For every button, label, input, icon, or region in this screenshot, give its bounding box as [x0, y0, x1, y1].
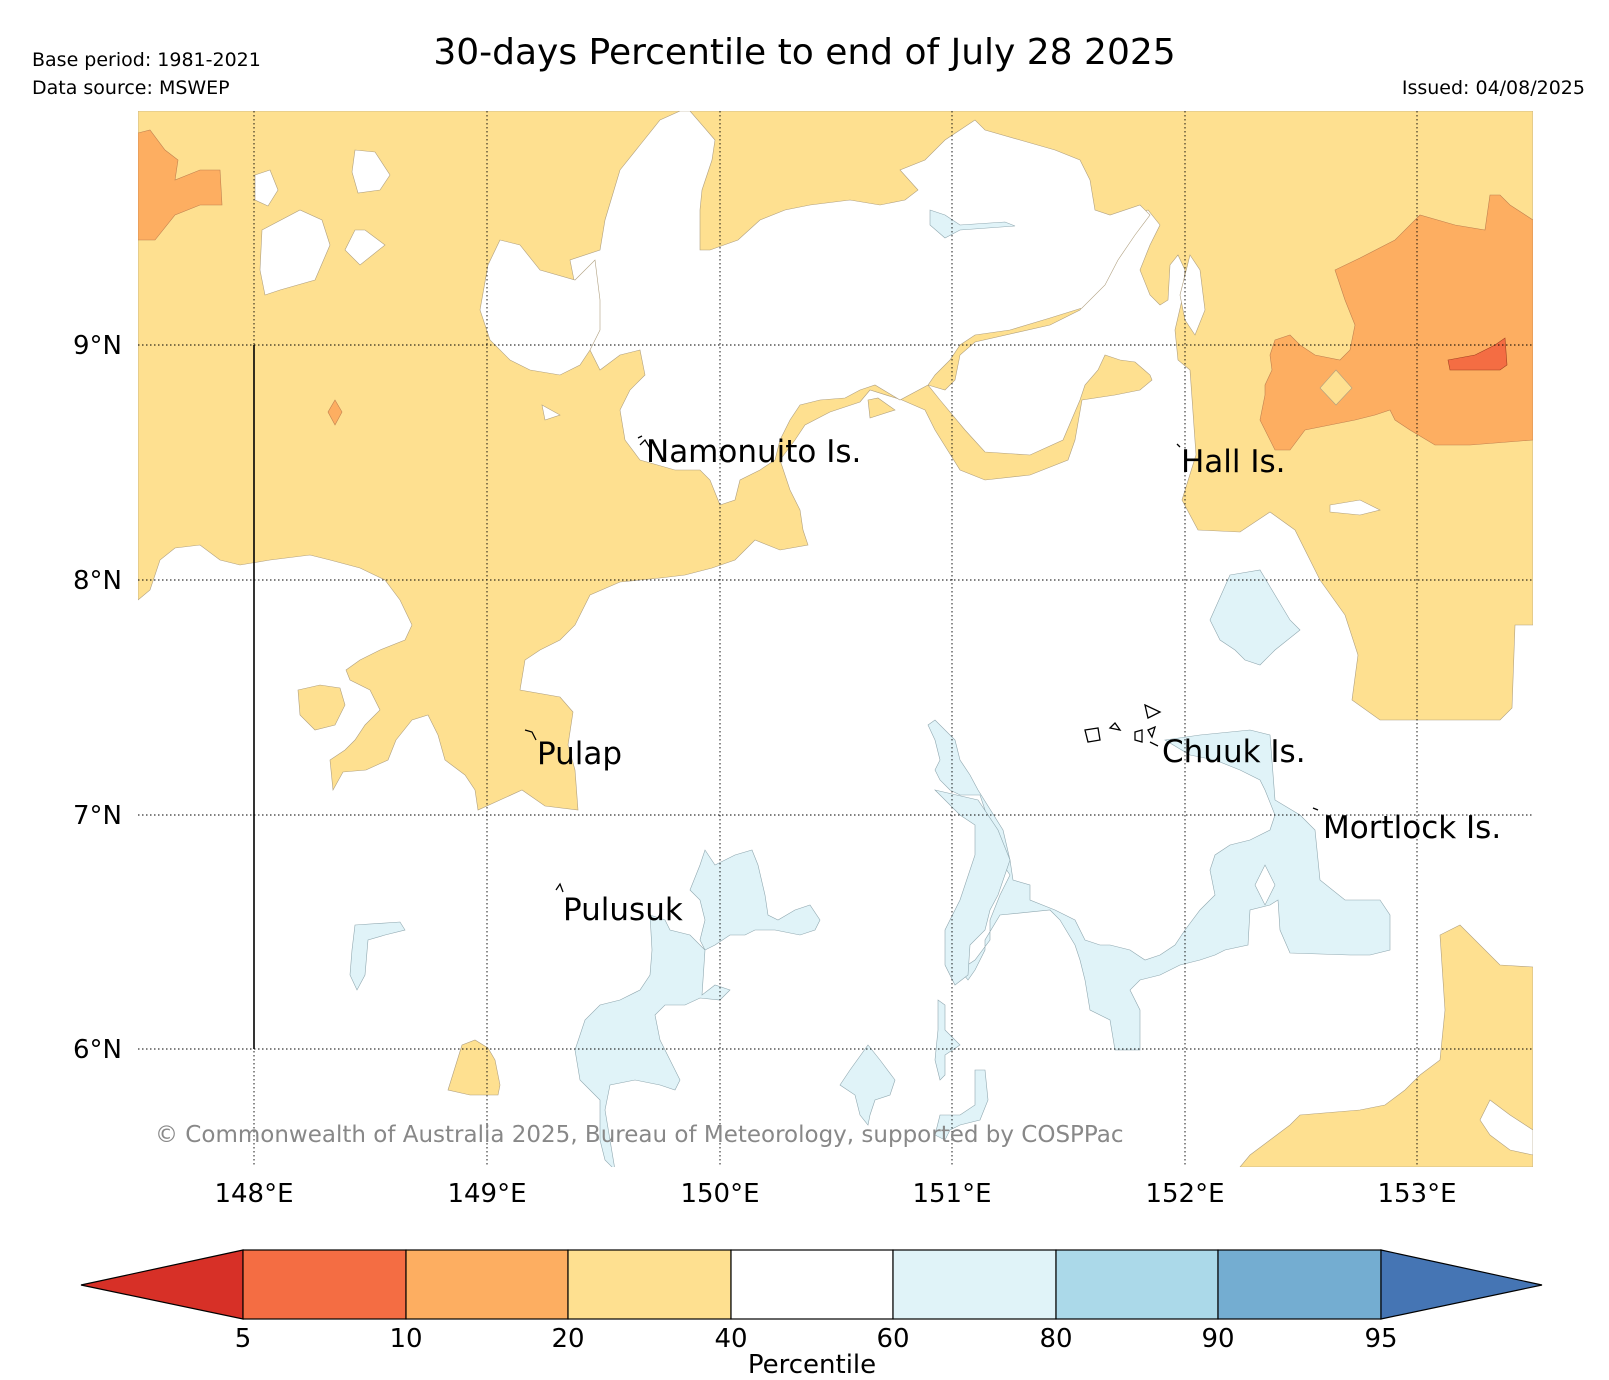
- map-gridlines: [138, 111, 1533, 1167]
- lon-label-152e: 152°E: [1145, 1179, 1224, 1209]
- lat-label-8n: 8°N: [73, 566, 122, 596]
- colorbar-tick-60: 60: [876, 1324, 909, 1354]
- hole-small-4: [254, 169, 279, 207]
- lon-label-148e: 148°E: [214, 1179, 293, 1209]
- colorbar-tick-40: 40: [714, 1324, 747, 1354]
- lon-label-150e: 150°E: [680, 1179, 759, 1209]
- region-10-20-diamond: [327, 399, 343, 426]
- longitude-labels: 148°E 149°E 150°E 151°E 152°E 153°E: [214, 1179, 1456, 1209]
- region-20-40-small: [867, 397, 896, 419]
- colorbar-legend: [80, 1249, 1543, 1320]
- percentile-5-10-regions: [1447, 337, 1508, 371]
- colorbar-60-80: [892, 1249, 1057, 1320]
- lat-label-6n: 6°N: [73, 1035, 122, 1065]
- region-60-80-south-center: [689, 849, 821, 951]
- percentile-40-60-inner: [1254, 864, 1276, 906]
- island-chuuk-2: [1084, 727, 1101, 743]
- data-source-text: Data source: MSWEP: [32, 77, 230, 99]
- hole-southeast: [1479, 1099, 1533, 1156]
- colorbar-tick-20: 20: [551, 1324, 584, 1354]
- colorbar-5-10: [242, 1249, 407, 1320]
- latitude-labels: 9°N 8°N 7°N 6°N: [73, 331, 122, 1065]
- hole-small-2: [259, 209, 331, 296]
- percentile-40-60-holes: [254, 111, 1533, 1156]
- region-60-80-islet-d: [934, 1069, 989, 1141]
- hole-north-center: [569, 111, 1151, 506]
- hole-small-1: [351, 149, 391, 194]
- region-10-20-west: [138, 129, 223, 241]
- colorbar-20-40: [567, 1249, 732, 1320]
- region-60-80-north-strip: [929, 209, 1016, 239]
- island-outlines: [524, 435, 1319, 893]
- issued-date-text: Issued: 04/08/2025: [1401, 77, 1585, 99]
- region-60-80-islet-c: [934, 999, 961, 1081]
- lat-label-9n: 9°N: [73, 331, 122, 361]
- map-title: 30-days Percentile to end of July 28 202…: [433, 32, 1176, 73]
- region-20-40-south-islet: [447, 1039, 501, 1096]
- place-label-pulap: Pulap: [537, 736, 622, 772]
- place-label-chuuk: Chuuk Is.: [1162, 734, 1306, 770]
- hole-chuuk-diamond: [1254, 864, 1276, 906]
- place-labels: Namonuito Is. Hall Is. Pulap Chuuk Is. M…: [537, 434, 1501, 928]
- island-chuuk-5: [1147, 725, 1157, 739]
- island-hall: [1176, 443, 1181, 448]
- colorbar-tick-90: 90: [1201, 1324, 1234, 1354]
- colorbar-40-60: [730, 1249, 894, 1320]
- hole-small-3: [344, 229, 386, 266]
- map-plot-area: [138, 111, 1533, 1167]
- region-60-80-center: [934, 789, 1011, 986]
- colorbar-10-20: [405, 1249, 569, 1320]
- hole-hall: [1179, 254, 1206, 336]
- island-namonuito: [637, 435, 651, 449]
- island-pulap: [524, 729, 537, 741]
- colorbar-above-95-arrow: [1380, 1249, 1543, 1320]
- copyright-text: © Commonwealth of Australia 2025, Bureau…: [155, 1122, 1124, 1148]
- colorbar-ticks: 5 10 20 40 60 80 90 95: [235, 1324, 1398, 1354]
- base-period-text: Base period: 1981-2021: [32, 49, 261, 71]
- percentile-20-40-islands: [1319, 369, 1353, 406]
- island-chuuk-6: [1149, 741, 1159, 747]
- region-60-80-east-islet: [1209, 569, 1301, 666]
- region-20-40-left-blob: [297, 684, 346, 731]
- colorbar-tick-5: 5: [235, 1324, 252, 1354]
- lon-label-153e: 153°E: [1377, 1179, 1456, 1209]
- region-20-40-southeast: [1239, 924, 1533, 1167]
- hole-small-5: [541, 404, 561, 421]
- lat-label-7n: 7°N: [73, 801, 122, 831]
- island-chuuk-1: [1144, 703, 1162, 719]
- place-label-pulusuk: Pulusuk: [563, 892, 683, 928]
- hole-north-left: [479, 239, 601, 376]
- colorbar-label: Percentile: [748, 1350, 876, 1380]
- region-60-80-islet-a: [349, 921, 406, 991]
- colorbar-tick-80: 80: [1039, 1324, 1072, 1354]
- colorbar-tick-10: 10: [389, 1324, 422, 1354]
- colorbar-90-95: [1217, 1249, 1382, 1320]
- island-chuuk-3: [1108, 721, 1122, 731]
- lon-label-151e: 151°E: [912, 1179, 991, 1209]
- region-20-40-diamond: [1319, 369, 1353, 406]
- lon-label-149e: 149°E: [447, 1179, 526, 1209]
- place-label-hall: Hall Is.: [1181, 444, 1286, 480]
- colorbar-80-90: [1055, 1249, 1219, 1320]
- island-pulusuk: [555, 882, 564, 893]
- region-60-80-chuuk: [927, 719, 1391, 1051]
- place-label-mortlock: Mortlock Is.: [1323, 810, 1501, 846]
- region-60-80-southwest: [574, 914, 731, 1167]
- island-chuuk-4: [1134, 729, 1143, 743]
- colorbar-below-5-arrow: [80, 1249, 244, 1320]
- colorbar-tick-95: 95: [1364, 1324, 1397, 1354]
- percentile-60-80-regions: [349, 209, 1391, 1167]
- place-label-namonuito: Namonuito Is.: [646, 434, 861, 470]
- island-mortlock: [1312, 807, 1319, 811]
- region-5-10-east: [1447, 337, 1508, 371]
- hole-east-1: [1329, 499, 1381, 516]
- region-60-80-islet-b: [839, 1044, 896, 1126]
